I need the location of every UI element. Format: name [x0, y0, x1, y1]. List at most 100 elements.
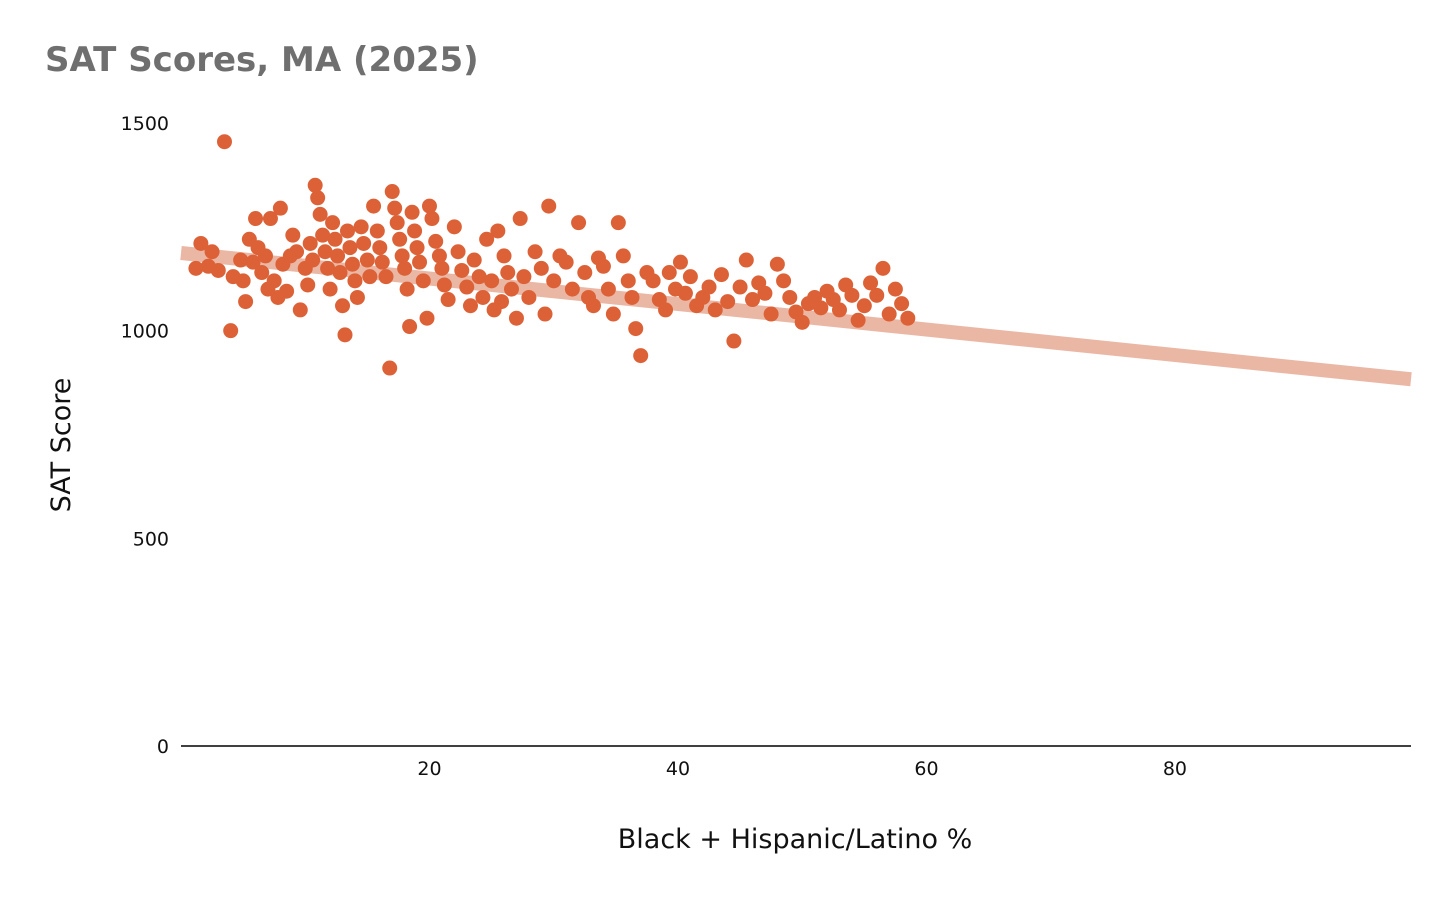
- data-point: [701, 279, 717, 295]
- data-point: [337, 327, 353, 343]
- data-point: [188, 260, 204, 276]
- data-point: [605, 306, 621, 322]
- data-point: [600, 281, 616, 297]
- data-point: [484, 273, 500, 289]
- data-point: [527, 244, 543, 260]
- data-point: [254, 265, 270, 281]
- data-point: [387, 200, 403, 216]
- data-point: [359, 252, 375, 268]
- data-point: [272, 200, 288, 216]
- data-point: [322, 281, 338, 297]
- data-point: [462, 298, 478, 314]
- data-point: [419, 310, 435, 326]
- data-point: [726, 333, 742, 349]
- data-point: [292, 302, 308, 318]
- data-point: [446, 219, 462, 235]
- data-point: [459, 279, 475, 295]
- data-point: [595, 258, 611, 274]
- data-point: [628, 321, 644, 337]
- data-point: [508, 310, 524, 326]
- data-point: [428, 233, 444, 249]
- data-point: [409, 240, 425, 256]
- data-point: [399, 281, 415, 297]
- data-point: [245, 254, 261, 270]
- data-point: [204, 244, 220, 260]
- data-point: [384, 184, 400, 200]
- data-point: [307, 177, 323, 193]
- data-point: [404, 204, 420, 220]
- y-axis-title: SAT Score: [46, 378, 77, 513]
- data-point: [875, 260, 891, 276]
- data-point: [216, 134, 232, 150]
- data-point: [372, 240, 388, 256]
- y-tick-labels: 0 500 1000 1500: [121, 113, 169, 758]
- data-point: [436, 277, 452, 293]
- data-point: [454, 262, 470, 278]
- data-point: [369, 223, 385, 239]
- data-point: [645, 273, 661, 289]
- data-point: [682, 269, 698, 285]
- data-point: [235, 273, 251, 289]
- data-point: [471, 269, 487, 285]
- data-point: [407, 223, 423, 239]
- data-point: [533, 260, 549, 276]
- data-point: [210, 262, 226, 278]
- data-point: [537, 306, 553, 322]
- data-point: [610, 215, 626, 231]
- data-point: [233, 252, 249, 268]
- data-point: [302, 235, 318, 251]
- x-tick-label: 20: [417, 758, 441, 780]
- x-tick-label: 80: [1163, 758, 1187, 780]
- data-point: [475, 289, 491, 305]
- data-point: [424, 211, 440, 227]
- data-point: [317, 244, 333, 260]
- data-point: [633, 348, 649, 364]
- data-point: [344, 256, 360, 272]
- data-point: [677, 285, 693, 301]
- data-point: [577, 265, 593, 281]
- data-point: [900, 310, 916, 326]
- data-point: [763, 306, 779, 322]
- data-point: [713, 267, 729, 283]
- data-point: [327, 231, 343, 247]
- data-point: [624, 289, 640, 305]
- data-point: [440, 292, 456, 308]
- data-point: [794, 314, 810, 330]
- data-point: [516, 269, 532, 285]
- data-point: [661, 265, 677, 281]
- data-point: [776, 273, 792, 289]
- data-point: [707, 302, 723, 318]
- data-point: [494, 294, 510, 310]
- data-point: [431, 248, 447, 264]
- data-point: [479, 231, 495, 247]
- x-axis-title: Black + Hispanic/Latino %: [618, 824, 973, 855]
- data-point: [512, 211, 528, 227]
- data-point: [496, 248, 512, 264]
- data-point: [658, 302, 674, 318]
- data-point: [434, 260, 450, 276]
- data-point: [831, 302, 847, 318]
- x-tick-label: 40: [666, 758, 690, 780]
- x-tick-label: 60: [914, 758, 938, 780]
- data-point: [620, 273, 636, 289]
- data-point: [863, 275, 879, 291]
- data-point: [325, 215, 341, 231]
- data-point: [335, 298, 351, 314]
- data-point: [421, 198, 437, 214]
- data-point: [558, 254, 574, 270]
- data-point: [412, 254, 428, 270]
- data-point: [356, 235, 372, 251]
- data-point: [374, 254, 390, 270]
- data-point: [300, 277, 316, 293]
- data-point: [238, 294, 254, 310]
- data-point: [193, 235, 209, 251]
- data-point: [490, 223, 506, 239]
- data-point: [382, 360, 398, 376]
- data-point: [881, 306, 897, 322]
- data-point: [305, 252, 321, 268]
- data-point: [392, 231, 408, 247]
- data-point: [546, 273, 562, 289]
- data-point: [720, 294, 736, 310]
- data-point: [353, 219, 369, 235]
